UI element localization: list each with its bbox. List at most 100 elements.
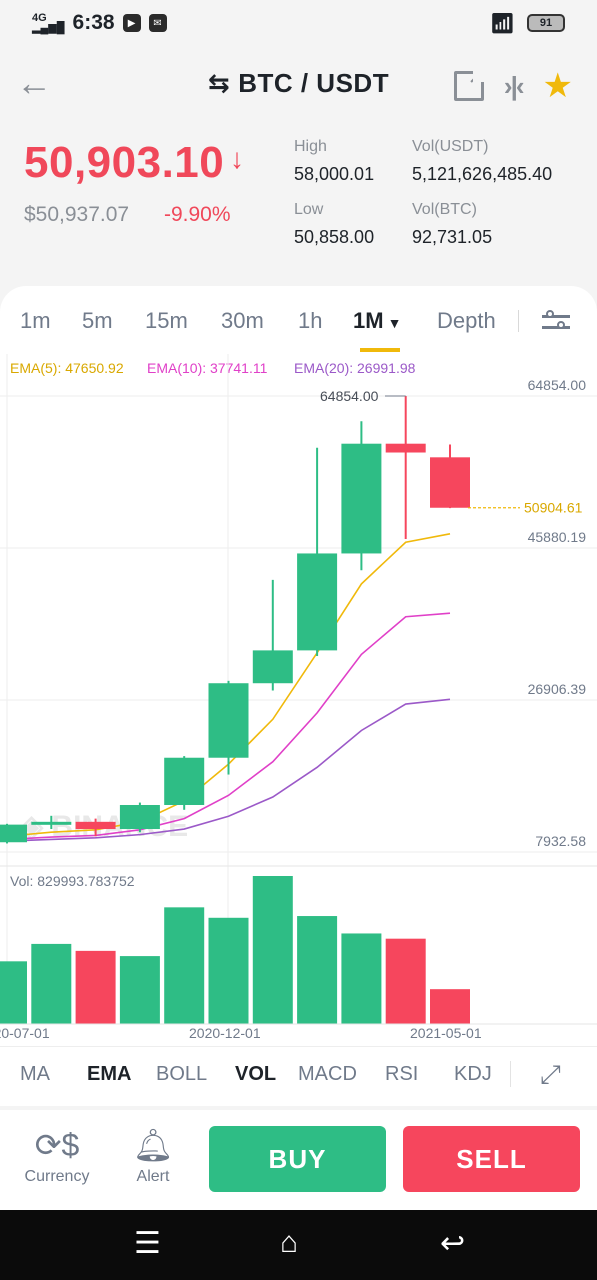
candle-body xyxy=(252,650,293,684)
stat-low: Low 50,858.00 xyxy=(294,201,374,248)
ema5-legend: EMA(5): 47650.92 xyxy=(10,360,124,376)
external-link-icon[interactable]: ↗ xyxy=(453,68,485,101)
price-axis-label: 45880.19 xyxy=(528,529,587,545)
tab-30m[interactable]: 30m xyxy=(221,308,264,333)
price-axis-label: 26906.39 xyxy=(528,681,587,697)
tab-1M[interactable]: 1M ▼ xyxy=(353,308,401,334)
candle-body xyxy=(0,824,27,843)
currency-exchange-icon: ⟳$ xyxy=(34,1127,80,1163)
candle-body xyxy=(297,553,338,651)
tab-1h[interactable]: 1h xyxy=(298,308,323,333)
currency-button[interactable]: ⟳$ Currency xyxy=(12,1126,102,1186)
volume-label: Vol: 829993.783752 xyxy=(10,873,135,889)
back-arrow-icon[interactable]: ← xyxy=(16,62,52,103)
volume-bar xyxy=(208,917,249,1024)
fiat-price: $50,937.07 xyxy=(24,203,130,226)
x-axis-label: 2021-05-01 xyxy=(410,1025,482,1041)
chart-settings-icon[interactable] xyxy=(542,308,570,336)
youtube-icon: ▶ xyxy=(122,14,141,32)
candle-body xyxy=(208,683,249,758)
last-price: 50,903.10 xyxy=(24,138,225,187)
price-change: -9.90% xyxy=(164,203,231,226)
ema10-legend: EMA(10): 37741.11 xyxy=(147,360,268,376)
candlestick-chart[interactable]: ◈ BINANCE64854.0050904.6164854.0045880.1… xyxy=(0,354,597,1044)
alert-button[interactable]: 🔔︎ Alert xyxy=(108,1126,198,1186)
candle-body xyxy=(385,443,426,453)
favorite-star-icon[interactable]: ★ xyxy=(542,67,573,105)
stat-vol-usdt: Vol(USDT) 5,121,626,485.40 xyxy=(412,138,552,185)
stat-vol-usdt-label: Vol(USDT) xyxy=(412,138,489,155)
active-tab-indicator xyxy=(360,348,400,352)
indicator-rsi[interactable]: RSI xyxy=(385,1063,419,1085)
indicator-boll[interactable]: BOLL xyxy=(156,1063,208,1085)
tab-5m[interactable]: 5m xyxy=(82,308,113,333)
system-nav-bar: ☰ ⌂ ↩ xyxy=(0,1210,597,1280)
candle-body xyxy=(31,821,72,825)
volume-bar xyxy=(0,961,27,1024)
back-icon[interactable]: ↩ xyxy=(440,1227,466,1260)
tab-depth[interactable]: Depth xyxy=(437,308,496,333)
tab-1M-label: 1M xyxy=(353,308,384,333)
action-bar: ⟳$ Currency 🔔︎ Alert BUY SELL xyxy=(0,1110,597,1210)
price-axis-label: 64854.00 xyxy=(528,377,587,393)
pair-title: BTC / USDT xyxy=(238,68,390,98)
indicator-kdj[interactable]: KDJ xyxy=(454,1063,492,1085)
stat-low-label: Low xyxy=(294,201,324,218)
buy-button[interactable]: BUY xyxy=(209,1126,386,1192)
stat-vol-btc: Vol(BTC) 92,731.05 xyxy=(412,201,492,248)
last-price-label: 50904.61 xyxy=(524,500,583,516)
divider xyxy=(510,1061,511,1087)
divider xyxy=(518,310,519,332)
price-axis-label: 7932.58 xyxy=(535,833,586,849)
wifi-icon: 📶︎ xyxy=(489,12,515,35)
indicator-bar: MA EMA BOLL VOL MACD RSI KDJ ⤢ xyxy=(0,1046,597,1102)
volume-bar xyxy=(75,950,116,1024)
currency-label: Currency xyxy=(24,1168,90,1185)
volume-bar xyxy=(385,938,426,1024)
swap-icon: ⇆ xyxy=(207,68,231,98)
status-bar: 4G ▂▄▆█ 6:38 ▶ ✉ 📶︎ 91 xyxy=(0,0,597,46)
indicator-ema[interactable]: EMA xyxy=(87,1063,132,1085)
fullscreen-icon[interactable]: ⤢ xyxy=(540,1059,561,1089)
ema20-line xyxy=(6,698,451,842)
volume-bar xyxy=(252,876,293,1024)
tab-15m[interactable]: 15m xyxy=(145,308,188,333)
volume-bar xyxy=(31,943,72,1024)
stat-vol-btc-label: Vol(BTC) xyxy=(412,201,477,218)
signal-icon: 4G ▂▄▆█ xyxy=(32,12,65,34)
battery-level: 91 xyxy=(539,17,553,29)
stat-high: High 58,000.01 xyxy=(294,138,374,185)
interval-tabs: 1m 5m 15m 30m 1h 1M ▼ Depth xyxy=(0,308,597,348)
volume-bar xyxy=(430,989,470,1024)
candle-body xyxy=(75,821,116,830)
battery-icon: 91 xyxy=(527,14,565,32)
candle-body xyxy=(430,457,470,508)
x-axis-label: 2020-12-01 xyxy=(189,1025,261,1041)
app-header: ← ⇆ BTC / USDT ↗ ›|‹ ★ xyxy=(0,58,597,110)
candle-body xyxy=(341,443,382,554)
pair-selector[interactable]: ⇆ BTC / USDT xyxy=(0,68,597,99)
stat-low-value: 50,858.00 xyxy=(294,227,375,247)
sell-button[interactable]: SELL xyxy=(403,1126,580,1192)
stat-high-label: High xyxy=(294,138,327,155)
clock: 6:38 xyxy=(72,11,115,34)
stat-vol-btc-value: 92,731.05 xyxy=(412,227,493,247)
volume-bar xyxy=(341,933,382,1024)
mail-icon: ✉ xyxy=(148,14,167,32)
home-icon[interactable]: ⌂ xyxy=(280,1226,299,1259)
arrow-down-icon: ↓ xyxy=(230,143,244,174)
caret-down-icon: ▼ xyxy=(387,315,402,331)
indicator-vol[interactable]: VOL xyxy=(235,1063,277,1085)
x-axis-label: 2020-07-01 xyxy=(0,1025,50,1041)
indicator-ma[interactable]: MA xyxy=(20,1063,50,1085)
compare-icon[interactable]: ›|‹ xyxy=(503,70,525,101)
bell-icon: 🔔︎ xyxy=(132,1127,174,1163)
stat-vol-usdt-value: 5,121,626,485.40 xyxy=(412,164,553,184)
volume-bar xyxy=(119,956,160,1024)
tab-1m[interactable]: 1m xyxy=(20,308,51,333)
indicator-macd[interactable]: MACD xyxy=(298,1063,357,1085)
volume-bar xyxy=(164,907,205,1024)
menu-icon[interactable]: ☰ xyxy=(134,1227,161,1260)
network-type: 4G xyxy=(32,12,47,24)
ema20-legend: EMA(20): 26991.98 xyxy=(294,360,416,376)
